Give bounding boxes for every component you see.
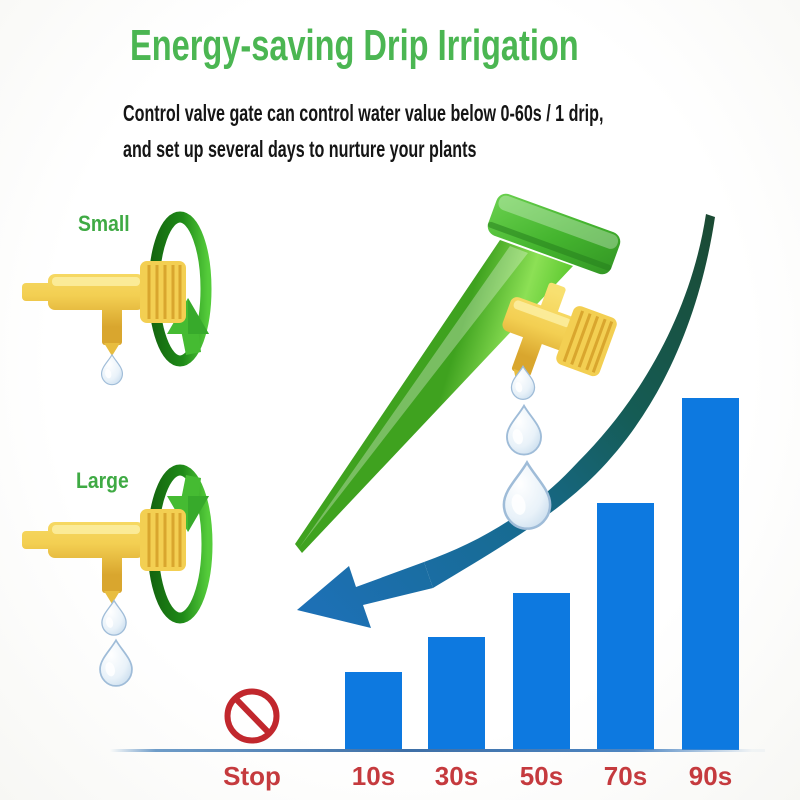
small-setting-label: Small [78,211,130,236]
page-title: Energy-saving Drip Irrigation [130,21,579,70]
bar-label-70s: 70s [603,761,648,791]
bar-10s [345,672,402,750]
bar-70s [597,503,654,750]
bar-label-90s: 90s [688,761,733,791]
stop-label: Stop [223,761,281,791]
bar-50s [513,593,570,750]
subtitle-line-1: Control valve gate can control water val… [123,100,604,126]
bar-90s [682,398,739,750]
bar-label-10s: 10s [351,761,396,791]
bar-label-50s: 50s [519,761,564,791]
bar-label-30s: 30s [434,761,479,791]
bar-30s [428,637,485,750]
subtitle-line-2: and set up several days to nurture your … [123,136,477,162]
chart-baseline [110,749,765,752]
large-setting-label: Large [76,468,129,493]
